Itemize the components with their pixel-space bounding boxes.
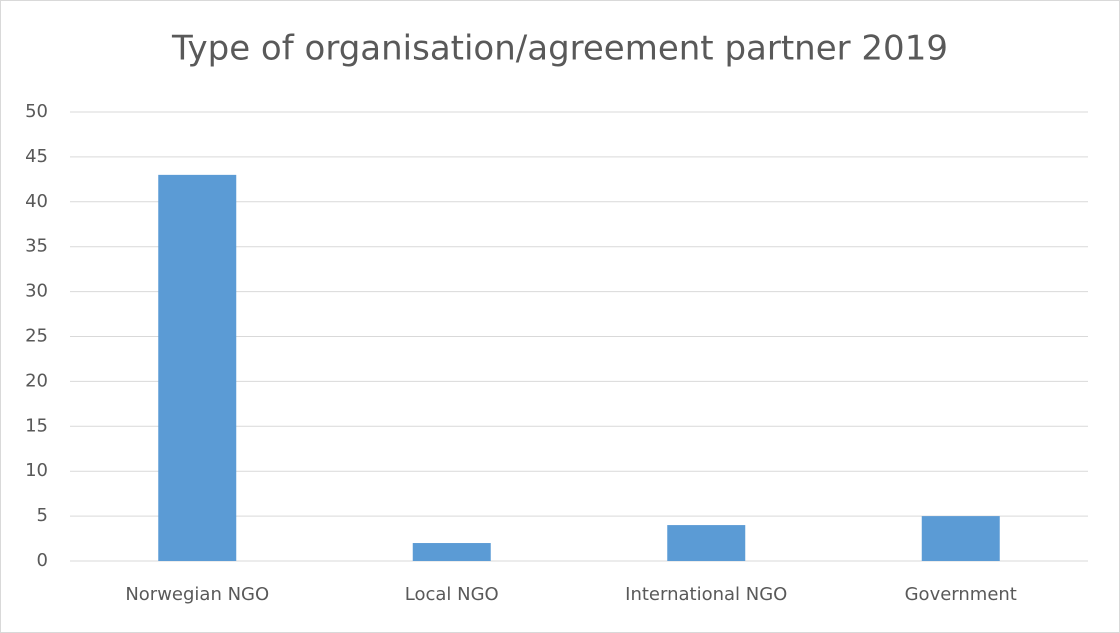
x-tick-label: Norwegian NGO — [125, 584, 269, 605]
bar — [921, 516, 1000, 561]
x-tick-label: Government — [905, 584, 1017, 605]
y-tick-label: 25 — [25, 326, 48, 347]
x-tick-label: International NGO — [625, 584, 787, 605]
y-tick-label: 45 — [25, 146, 48, 167]
y-tick-label: 20 — [25, 370, 48, 391]
y-tick-label: 35 — [25, 236, 48, 257]
y-tick-label: 15 — [25, 415, 48, 436]
y-tick-label: 10 — [25, 460, 48, 481]
y-tick-label: 0 — [37, 550, 48, 571]
x-tick-label: Local NGO — [405, 584, 499, 605]
y-tick-label: 50 — [25, 101, 48, 122]
y-tick-label: 5 — [37, 505, 48, 526]
bar — [412, 543, 491, 561]
bar — [158, 174, 237, 562]
y-tick-label: 30 — [25, 281, 48, 302]
y-tick-label: 40 — [25, 191, 48, 212]
chart-title: Type of organisation/agreement partner 2… — [171, 29, 948, 69]
bar — [667, 525, 746, 561]
